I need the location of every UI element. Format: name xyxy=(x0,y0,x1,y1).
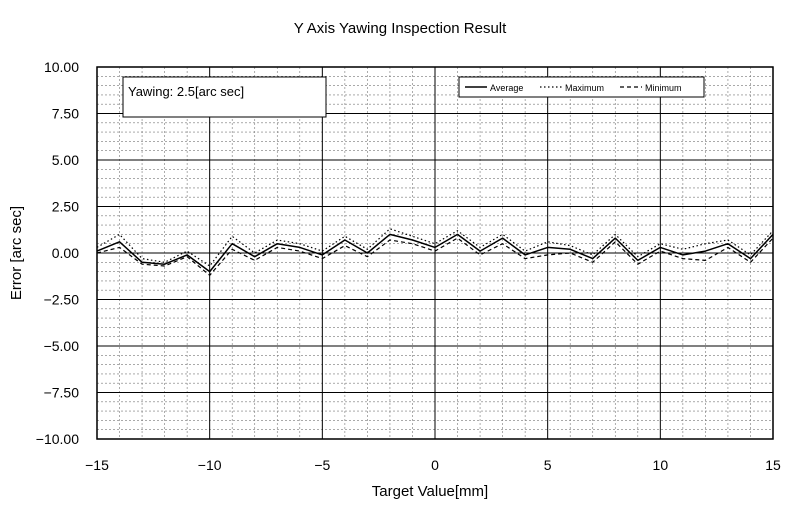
x-tick-label: 0 xyxy=(431,457,439,473)
series-line-minimum xyxy=(96,237,774,276)
chart-title: Y Axis Yawing Inspection Result xyxy=(294,20,507,37)
y-tick-label: 10.00 xyxy=(44,59,79,75)
plot-border xyxy=(96,66,774,440)
series-line-average xyxy=(96,233,774,273)
y-tick-labels: 10.00 7.50 5.00 2.50 0.00 −2.50 −5.00 −7.50 −10.… xyxy=(36,59,79,447)
y-tick-label: −2.50 xyxy=(44,292,80,308)
y-axis-label: Error [arc sec] xyxy=(8,206,25,300)
annotation-box: Yawing: 2.5[arc sec] xyxy=(122,76,327,118)
major-grid xyxy=(97,67,773,439)
legend-label-average: Average xyxy=(490,83,523,93)
legend-label-minimum: Minimum xyxy=(645,83,682,93)
legend-label-maximum: Maximum xyxy=(565,83,604,93)
x-tick-label: 15 xyxy=(765,457,781,473)
x-tick-label: −5 xyxy=(314,457,330,473)
x-tick-label: 5 xyxy=(544,457,552,473)
legend: Average Maximum Minimum xyxy=(458,76,705,98)
x-tick-labels: −15 −10 −5 0 5 10 15 xyxy=(85,457,781,473)
y-tick-label: 5.00 xyxy=(52,152,79,168)
series-group xyxy=(96,228,774,276)
y-tick-label: 7.50 xyxy=(52,106,79,122)
x-axis-label: Target Value[mm] xyxy=(372,483,488,500)
y-tick-label: 0.00 xyxy=(52,245,79,261)
y-tick-label: −5.00 xyxy=(44,338,80,354)
y-tick-label: 2.50 xyxy=(52,199,79,215)
x-tick-label: −10 xyxy=(198,457,222,473)
x-tick-label: −15 xyxy=(85,457,109,473)
y-tick-label: −10.00 xyxy=(36,431,79,447)
x-tick-label: 10 xyxy=(653,457,669,473)
annotation-frame xyxy=(122,76,327,118)
annotation-text: Yawing: 2.5[arc sec] xyxy=(128,84,244,99)
y-tick-label: −7.50 xyxy=(44,385,80,401)
legend-frame xyxy=(458,76,705,98)
